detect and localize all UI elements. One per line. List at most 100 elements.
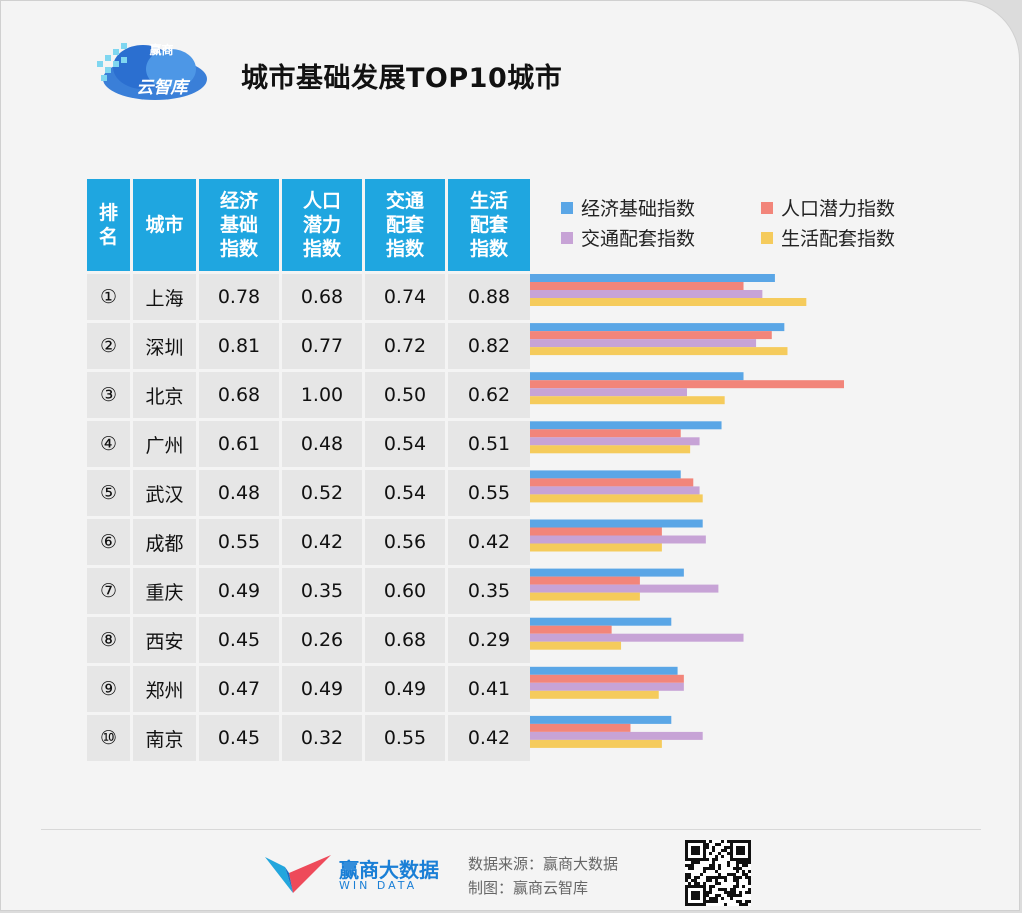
qr-module [718, 864, 721, 867]
bar-life [530, 396, 725, 405]
table-cell-city: 成都 [133, 519, 199, 565]
qr-module [736, 876, 739, 879]
table-cell-value: 1.00 [282, 372, 365, 418]
qr-module [718, 888, 721, 891]
table-cell-city: 西安 [133, 617, 199, 663]
footer-source-line: 数据来源：赢商大数据 [468, 855, 619, 873]
qr-module [721, 855, 724, 858]
table-row: ⑤ 武汉 0.48 0.52 0.54 0.55 [87, 470, 530, 516]
legend-swatch [561, 201, 573, 214]
bar-life [530, 592, 640, 601]
bar-life [530, 690, 659, 699]
qr-module [718, 882, 721, 885]
qr-module [730, 891, 733, 894]
table-cell-value: 0.49 [365, 666, 448, 712]
table-row: ⑥ 成都 0.55 0.42 0.56 0.42 [87, 519, 530, 565]
qr-module [730, 897, 733, 900]
qr-module [745, 861, 748, 864]
table-cell-value: 0.45 [199, 617, 282, 663]
qr-module [709, 879, 712, 882]
qr-module [727, 852, 730, 855]
table-cell-rank: ⑥ [87, 519, 133, 565]
qr-module [739, 867, 742, 870]
table-cell-value: 0.51 [448, 421, 530, 467]
footer-divider [41, 829, 981, 830]
table-row: ④ 广州 0.61 0.48 0.54 0.51 [87, 421, 530, 467]
qr-module [724, 846, 727, 849]
qr-module [712, 876, 715, 879]
qr-module [730, 873, 733, 876]
bar-traffic [530, 486, 700, 495]
table-header-2: 经济 基础 指数 [199, 179, 282, 271]
qr-module [736, 861, 739, 864]
bar-population [530, 331, 772, 340]
bar-group-4 [530, 470, 703, 503]
table-cell-value: 0.72 [365, 323, 448, 369]
qr-module [703, 870, 706, 873]
table-cell-city: 北京 [133, 372, 199, 418]
qr-module [733, 888, 736, 891]
bar-traffic [530, 731, 703, 740]
bar-economy [530, 617, 672, 626]
bar-population [530, 478, 694, 487]
qr-module [706, 876, 709, 879]
table-cell-rank: ⑨ [87, 666, 133, 712]
bar-population [530, 429, 681, 438]
qr-module [733, 867, 736, 870]
qr-code-icon[interactable] [685, 840, 751, 906]
qr-module [742, 861, 745, 864]
qr-module [742, 870, 745, 873]
qr-module [721, 897, 724, 900]
table-cell-rank: ② [87, 323, 133, 369]
table-cell-value: 0.68 [282, 274, 365, 320]
qr-module [718, 843, 721, 846]
page-title: 城市基础发展TOP10城市 [241, 63, 563, 94]
qr-module [697, 882, 700, 885]
table-cell-value: 0.54 [365, 470, 448, 516]
qr-module [685, 876, 688, 879]
bar-life [530, 494, 703, 503]
bar-life [530, 641, 622, 650]
table-cell-rank: ⑧ [87, 617, 133, 663]
qr-module [712, 897, 715, 900]
table-cell-value: 0.29 [448, 617, 530, 663]
table-cell-city: 重庆 [133, 568, 199, 614]
qr-module [712, 900, 715, 903]
qr-module [709, 864, 712, 867]
qr-module [688, 867, 691, 870]
qr-module [748, 891, 751, 894]
bar-traffic [530, 339, 757, 348]
qr-module [739, 891, 742, 894]
qr-module [685, 879, 688, 882]
legend-item: 交通配套指数 [561, 224, 695, 251]
bar-population [530, 576, 640, 585]
qr-module [712, 861, 715, 864]
table-header-3: 人口 潜力 指数 [282, 179, 365, 271]
bar-group-6 [530, 568, 719, 601]
table-row: ⑨ 郑州 0.47 0.49 0.49 0.41 [87, 666, 530, 712]
table-cell-value: 0.77 [282, 323, 365, 369]
qr-module [736, 879, 739, 882]
bar-economy [530, 274, 775, 282]
qr-module [703, 882, 706, 885]
qr-module [715, 897, 718, 900]
table-cell-value: 0.42 [282, 519, 365, 565]
qr-module [724, 876, 727, 879]
table-cell-value: 0.45 [199, 715, 282, 761]
qr-module [691, 864, 694, 867]
qr-module [745, 864, 748, 867]
bar-traffic [530, 290, 763, 298]
bar-population [530, 625, 612, 634]
table-header-row: 排名城市 经济 基础 指数 人口 潜力 指数 交通 配套 指数 生活 配套 指数 [87, 179, 530, 271]
table-cell-value: 0.56 [365, 519, 448, 565]
bar-economy [530, 470, 681, 479]
bar-group-0 [530, 274, 807, 306]
qr-module [742, 873, 745, 876]
qr-module [745, 891, 748, 894]
table-header-1: 城市 [133, 179, 199, 271]
legend-swatch [761, 201, 773, 214]
table-cell-value: 0.54 [365, 421, 448, 467]
qr-module [745, 903, 748, 906]
qr-module [712, 849, 715, 852]
